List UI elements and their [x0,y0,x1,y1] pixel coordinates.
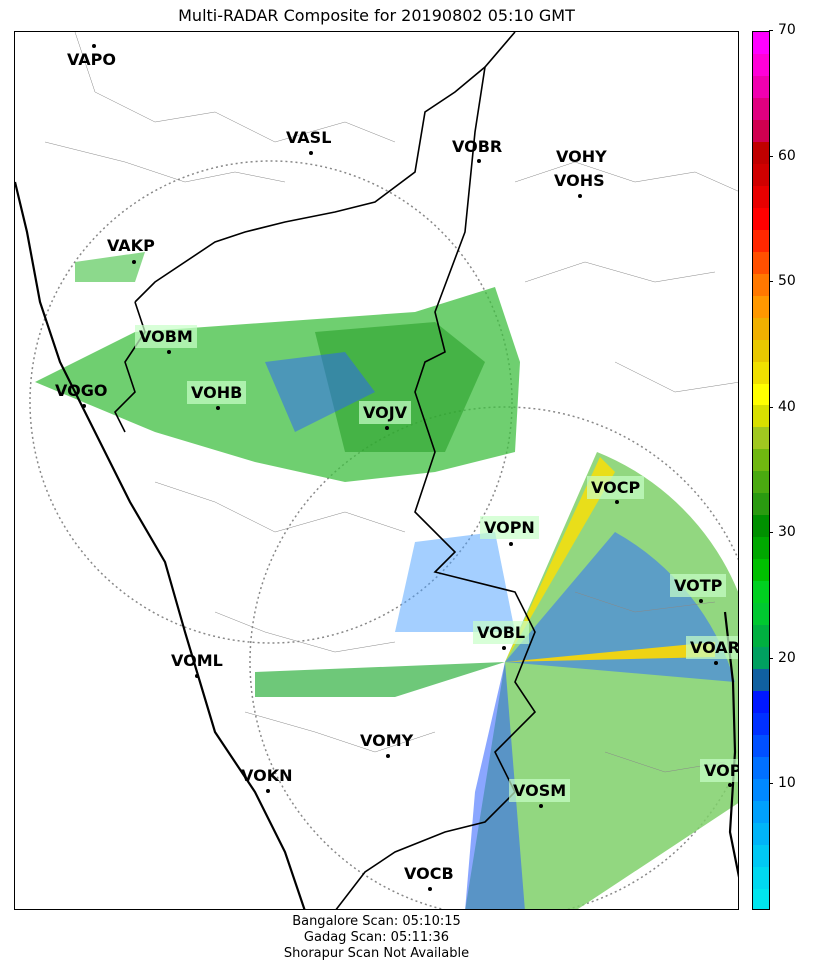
station-vopn: VOPN [480,516,539,539]
colorbar-segment [753,647,769,670]
station-voml: VOML [171,651,223,670]
station-vakp: VAKP [107,236,155,255]
colorbar-segment [753,32,769,54]
colorbar-segment [753,427,769,450]
colorbar-tick-label: 50 [769,273,796,289]
colorbar-tick-label: 10 [769,775,796,791]
colorbar-segment [753,866,769,889]
station-dot [167,350,171,354]
colorbar-segment [753,273,769,296]
station-vomy: VOMY [360,731,414,750]
coastline [15,181,306,909]
colorbar-tick-label: 60 [769,148,796,164]
station-vohy: VOHY [556,147,607,166]
station-vojv: VOJV [359,401,412,424]
colorbar-segment [753,735,769,757]
district-lines [44,32,738,773]
colorbar-segment [753,383,769,406]
station-dot [502,646,506,650]
colorbar-tick-label: 70 [769,22,796,38]
colorbar-segment [753,756,769,779]
station-dot [82,404,86,408]
colorbar-segment [753,515,769,538]
colorbar-segment [753,207,769,230]
colorbar-segment [753,800,769,823]
radar-map-canvas [15,32,738,909]
station-dot [699,599,703,603]
station-dot [92,44,96,48]
colorbar-tick-label: 30 [769,524,796,540]
colorbar-segment [753,669,769,692]
station-dot [132,260,136,264]
station-vokn: VOKN [241,766,293,785]
station-dot [477,159,481,163]
colorbar-segment [753,471,769,494]
station-dot [539,804,543,808]
station-vasl: VASL [286,128,332,147]
colorbar-tick-label: 40 [769,399,796,415]
colorbar-segment [753,559,769,582]
colorbar-segment [753,317,769,340]
station-vobr: VOBR [452,137,503,156]
map-title: Multi-RADAR Composite for 20190802 05:10… [178,6,575,25]
colorbar-segment [753,141,769,164]
station-dot [615,500,619,504]
colorbar-segment [753,163,769,186]
station-vohb: VOHB [187,381,247,404]
colorbar-segment [753,53,769,76]
colorbar-segment [753,844,769,867]
station-vosm: VOSM [509,779,571,802]
colorbar-segment [753,251,769,274]
colorbar-segment [753,361,769,384]
station-voar: VOAR [686,636,738,659]
station-vobl: VOBL [473,621,530,644]
colorbar-segment [753,493,769,516]
colorbar-segment [753,97,769,120]
station-vohs: VOHS [554,171,605,190]
station-dot [266,789,270,793]
state-boundary [134,32,516,303]
station-dot [428,887,432,891]
colorbar-segment [753,537,769,560]
colorbar-segment [753,581,769,604]
colorbar-segment [753,339,769,362]
station-dot [216,406,220,410]
station-dot [195,674,199,678]
station-vogo: VOGO [55,381,108,400]
colorbar-segment [753,185,769,208]
colorbar-segment [753,295,769,318]
colorbar-segment [753,778,769,801]
reflectivity-colorbar [752,31,770,910]
colorbar-segment [753,119,769,142]
colorbar-segment [753,603,769,626]
colorbar-segment [753,625,769,648]
station-vocp: VOCP [587,476,645,499]
scan-info-shorapur: Shorapur Scan Not Available [283,946,470,961]
colorbar-tick-label: 20 [769,650,796,666]
colorbar-segment [753,405,769,428]
station-vocb: VOCB [404,864,454,883]
scan-info-bangalore: Bangalore Scan: 05:10:15 [292,914,461,929]
colorbar-segment [753,822,769,845]
colorbar-segment [753,691,769,714]
colorbar-segment [753,75,769,98]
station-dot [385,426,389,430]
colorbar-segment [753,229,769,252]
station-votp: VOTP [670,574,727,597]
station-vapo: VAPO [67,50,117,69]
station-dot [714,661,718,665]
station-dot [728,783,732,787]
station-vopc: VOPC [700,759,738,782]
scan-info-gadag: Gadag Scan: 05:11:36 [303,930,450,945]
colorbar-segment [753,449,769,472]
station-dot [578,194,582,198]
colorbar-segment [753,713,769,735]
station-vobm: VOBM [135,325,197,348]
station-dot [309,151,313,155]
colorbar-segment [753,888,769,909]
station-dot [386,754,390,758]
station-dot [509,542,513,546]
radar-map: VAPO VASL VOBR VOHY VOHS VAKP VOBM VOGO … [14,31,739,910]
